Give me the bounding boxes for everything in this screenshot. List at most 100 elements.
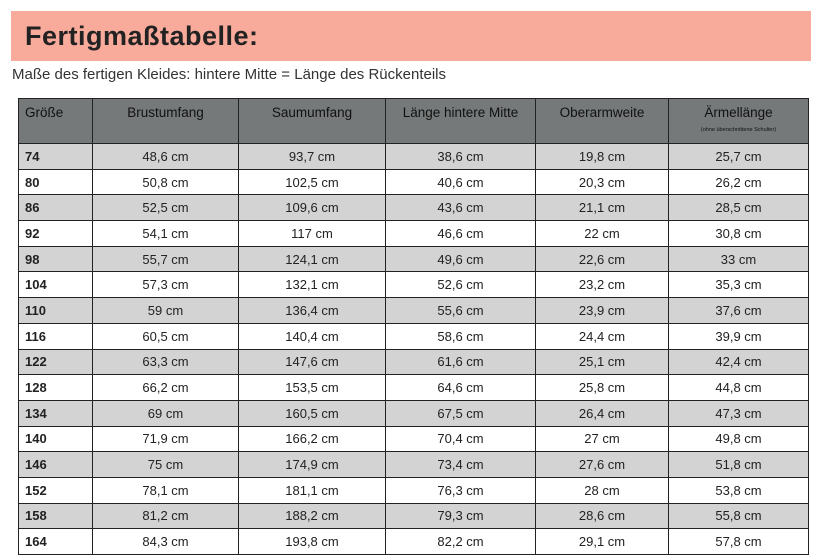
table-row: 134 69 cm 160,5 cm 67,5 cm 26,4 cm 47,3 cm xyxy=(18,399,809,427)
cell-back-length: 43,6 cm xyxy=(385,194,536,222)
cell-size: 164 xyxy=(18,528,93,555)
cell-hem: 140,4 cm xyxy=(238,322,386,350)
cell-size: 110 xyxy=(18,297,93,324)
cell-hem: 160,5 cm xyxy=(238,399,386,427)
cell-chest: 75 cm xyxy=(92,451,239,478)
cell-chest: 63,3 cm xyxy=(92,348,239,376)
header-upper-arm: Oberarmweite xyxy=(535,98,669,144)
cell-upper-arm: 20,3 cm xyxy=(535,168,669,196)
cell-size: 158 xyxy=(18,502,93,530)
cell-sleeve-length: 30,8 cm xyxy=(668,220,809,247)
cell-size: 134 xyxy=(18,399,93,427)
cell-upper-arm: 22 cm xyxy=(535,220,669,247)
cell-chest: 52,5 cm xyxy=(92,194,239,222)
cell-hem: 102,5 cm xyxy=(238,168,386,196)
cell-upper-arm: 25,1 cm xyxy=(535,348,669,376)
cell-hem: 166,2 cm xyxy=(238,425,386,453)
cell-hem: 124,1 cm xyxy=(238,245,386,273)
cell-size: 140 xyxy=(18,425,93,453)
cell-chest: 48,6 cm xyxy=(92,143,239,170)
cell-sleeve-length: 33 cm xyxy=(668,245,809,273)
cell-size: 74 xyxy=(18,143,93,170)
cell-sleeve-length: 53,8 cm xyxy=(668,476,809,504)
cell-sleeve-length: 49,8 cm xyxy=(668,425,809,453)
header-sleeve-label: Ärmellänge xyxy=(704,105,773,120)
cell-back-length: 40,6 cm xyxy=(385,168,536,196)
table-row: 92 54,1 cm 117 cm 46,6 cm 22 cm 30,8 cm xyxy=(18,220,809,247)
cell-back-length: 55,6 cm xyxy=(385,297,536,324)
cell-back-length: 73,4 cm xyxy=(385,451,536,478)
cell-back-length: 79,3 cm xyxy=(385,502,536,530)
cell-upper-arm: 28,6 cm xyxy=(535,502,669,530)
cell-upper-arm: 25,8 cm xyxy=(535,374,669,401)
cell-chest: 50,8 cm xyxy=(92,168,239,196)
table-row: 152 78,1 cm 181,1 cm 76,3 cm 28 cm 53,8 cm xyxy=(18,476,809,504)
table-row: 128 66,2 cm 153,5 cm 64,6 cm 25,8 cm 44,8 cm xyxy=(18,374,809,401)
cell-upper-arm: 23,2 cm xyxy=(535,271,669,299)
header-size: Größe xyxy=(18,98,93,144)
table-row: 110 59 cm 136,4 cm 55,6 cm 23,9 cm 37,6 cm xyxy=(18,297,809,324)
cell-back-length: 52,6 cm xyxy=(385,271,536,299)
cell-hem: 136,4 cm xyxy=(238,297,386,324)
page-title: Fertigmaßtabelle: xyxy=(25,21,259,51)
cell-sleeve-length: 37,6 cm xyxy=(668,297,809,324)
cell-back-length: 64,6 cm xyxy=(385,374,536,401)
header-sleeve-length: Ärmellänge (ohne überschnittene Schulter) xyxy=(668,98,809,144)
table-row: 116 60,5 cm 140,4 cm 58,6 cm 24,4 cm 39,9 cm xyxy=(18,322,809,350)
cell-upper-arm: 22,6 cm xyxy=(535,245,669,273)
table-row: 98 55,7 cm 124,1 cm 49,6 cm 22,6 cm 33 cm xyxy=(18,245,809,273)
cell-upper-arm: 28 cm xyxy=(535,476,669,504)
cell-sleeve-length: 44,8 cm xyxy=(668,374,809,401)
table-header-row: Größe Brustumfang Saumumfang Länge hinte… xyxy=(18,98,809,144)
cell-back-length: 61,6 cm xyxy=(385,348,536,376)
cell-upper-arm: 27 cm xyxy=(535,425,669,453)
cell-hem: 109,6 cm xyxy=(238,194,386,222)
cell-sleeve-length: 57,8 cm xyxy=(668,528,809,555)
table-row: 122 63,3 cm 147,6 cm 61,6 cm 25,1 cm 42,4 cm xyxy=(18,348,809,376)
cell-chest: 60,5 cm xyxy=(92,322,239,350)
table-row: 104 57,3 cm 132,1 cm 52,6 cm 23,2 cm 35,3 cm xyxy=(18,271,809,299)
cell-size: 152 xyxy=(18,476,93,504)
cell-upper-arm: 27,6 cm xyxy=(535,451,669,478)
cell-chest: 78,1 cm xyxy=(92,476,239,504)
cell-sleeve-length: 39,9 cm xyxy=(668,322,809,350)
cell-upper-arm: 23,9 cm xyxy=(535,297,669,324)
cell-sleeve-length: 35,3 cm xyxy=(668,271,809,299)
cell-sleeve-length: 47,3 cm xyxy=(668,399,809,427)
cell-upper-arm: 26,4 cm xyxy=(535,399,669,427)
cell-hem: 181,1 cm xyxy=(238,476,386,504)
cell-size: 98 xyxy=(18,245,93,273)
cell-size: 104 xyxy=(18,271,93,299)
header-hem: Saumumfang xyxy=(238,98,386,144)
table-row: 86 52,5 cm 109,6 cm 43,6 cm 21,1 cm 28,5 cm xyxy=(18,194,809,222)
cell-back-length: 82,2 cm xyxy=(385,528,536,555)
cell-size: 122 xyxy=(18,348,93,376)
cell-size: 80 xyxy=(18,168,93,196)
cell-sleeve-length: 55,8 cm xyxy=(668,502,809,530)
cell-chest: 59 cm xyxy=(92,297,239,324)
table-row: 80 50,8 cm 102,5 cm 40,6 cm 20,3 cm 26,2 cm xyxy=(18,168,809,196)
cell-chest: 57,3 cm xyxy=(92,271,239,299)
cell-upper-arm: 29,1 cm xyxy=(535,528,669,555)
header-chest: Brustumfang xyxy=(92,98,239,144)
cell-size: 128 xyxy=(18,374,93,401)
cell-size: 146 xyxy=(18,451,93,478)
cell-back-length: 76,3 cm xyxy=(385,476,536,504)
cell-back-length: 70,4 cm xyxy=(385,425,536,453)
cell-sleeve-length: 28,5 cm xyxy=(668,194,809,222)
cell-sleeve-length: 26,2 cm xyxy=(668,168,809,196)
cell-hem: 117 cm xyxy=(238,220,386,247)
cell-size: 86 xyxy=(18,194,93,222)
cell-back-length: 67,5 cm xyxy=(385,399,536,427)
cell-upper-arm: 24,4 cm xyxy=(535,322,669,350)
cell-sleeve-length: 51,8 cm xyxy=(668,451,809,478)
table-row: 158 81,2 cm 188,2 cm 79,3 cm 28,6 cm 55,8 cm xyxy=(18,502,809,530)
cell-upper-arm: 21,1 cm xyxy=(535,194,669,222)
cell-sleeve-length: 25,7 cm xyxy=(668,143,809,170)
table-row: 74 48,6 cm 93,7 cm 38,6 cm 19,8 cm 25,7 cm xyxy=(18,143,809,170)
table-row: 146 75 cm 174,9 cm 73,4 cm 27,6 cm 51,8 cm xyxy=(18,451,809,478)
cell-back-length: 58,6 cm xyxy=(385,322,536,350)
cell-back-length: 38,6 cm xyxy=(385,143,536,170)
cell-hem: 132,1 cm xyxy=(238,271,386,299)
cell-sleeve-length: 42,4 cm xyxy=(668,348,809,376)
